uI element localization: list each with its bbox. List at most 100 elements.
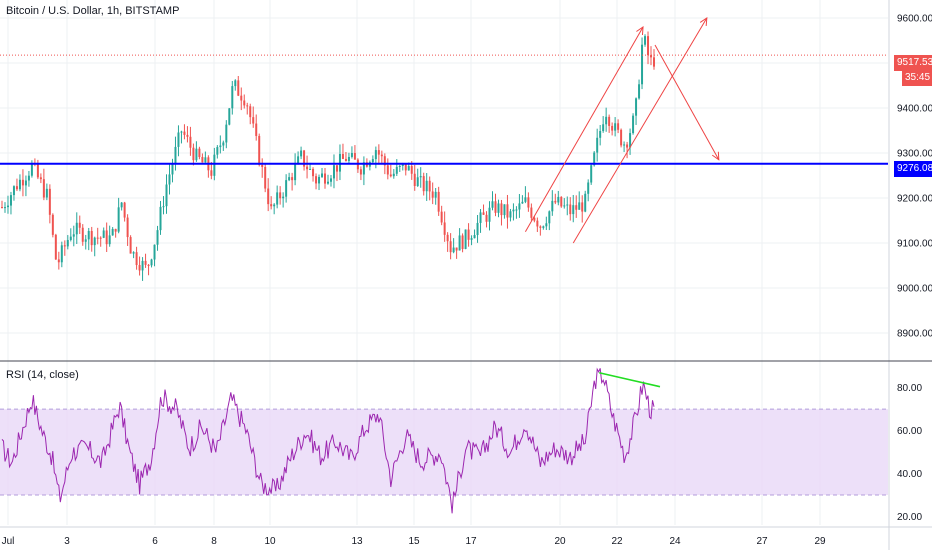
- candle-body: [473, 235, 476, 239]
- candle-body: [249, 106, 252, 118]
- candle-body: [518, 203, 521, 210]
- candle-body: [578, 202, 581, 210]
- candle-body: [141, 260, 144, 271]
- candle-body: [240, 95, 243, 101]
- candle-body: [614, 123, 617, 131]
- x-tick-label: 24: [669, 536, 681, 547]
- candle-body: [6, 205, 9, 208]
- candle-body: [404, 163, 407, 171]
- candle-body: [509, 211, 512, 218]
- candle-body: [315, 176, 318, 184]
- candle-body: [536, 220, 539, 227]
- candle-body: [491, 201, 494, 208]
- candle-body: [437, 191, 440, 212]
- candle-body: [449, 241, 452, 253]
- candle-body: [650, 55, 653, 58]
- candle-body: [18, 179, 21, 190]
- candle-body: [617, 123, 620, 130]
- candle-body: [545, 223, 548, 227]
- candle-body: [213, 154, 216, 176]
- x-tick-label: 22: [611, 536, 623, 547]
- candle-body: [506, 204, 509, 218]
- candle-body: [54, 234, 57, 260]
- candle-body: [255, 123, 258, 136]
- candle-body: [413, 173, 416, 186]
- x-tick-label: 13: [351, 536, 363, 547]
- candle-body: [377, 150, 380, 155]
- candle-body: [539, 226, 542, 228]
- candle-body: [1, 207, 3, 208]
- candle-body: [386, 165, 389, 175]
- candle-body: [63, 245, 66, 247]
- candle-body: [605, 116, 608, 125]
- candle-body: [285, 180, 288, 197]
- x-tick-label: 17: [465, 536, 477, 547]
- candle-body: [225, 124, 228, 143]
- current-price-tag: 9517.53: [894, 55, 932, 71]
- candles: [1, 31, 656, 281]
- x-tick-label: 15: [408, 536, 420, 547]
- candle-body: [341, 153, 344, 159]
- candle-body: [273, 204, 276, 207]
- candle-body: [350, 153, 353, 157]
- candle-body: [623, 144, 626, 146]
- candle-body: [416, 177, 419, 186]
- candle-body: [398, 165, 401, 167]
- candle-body: [431, 191, 434, 198]
- rsi-tick-label: 40.00: [897, 469, 922, 480]
- candle-body: [455, 247, 458, 251]
- candle-body: [12, 186, 15, 196]
- candle-body: [515, 209, 518, 211]
- candle-body: [374, 150, 377, 160]
- candle-body: [434, 191, 437, 198]
- candle-body: [353, 153, 356, 160]
- candle-body: [165, 184, 168, 207]
- candle-body: [117, 207, 120, 232]
- candle-body: [195, 148, 198, 161]
- candle-body: [419, 176, 422, 178]
- candle-body: [557, 196, 560, 203]
- candle-body: [219, 145, 222, 148]
- candle-body: [102, 230, 105, 238]
- candle-body: [81, 227, 84, 242]
- candle-body: [401, 163, 404, 166]
- candle-body: [371, 159, 374, 163]
- candle-body: [9, 195, 12, 206]
- candle-body: [27, 175, 30, 181]
- price-tick-label: 9300.00: [897, 149, 932, 160]
- candle-body: [183, 131, 186, 135]
- candle-body: [644, 36, 647, 45]
- candle-body: [410, 166, 413, 174]
- candle-body: [620, 129, 623, 146]
- candle-body: [267, 188, 270, 205]
- candle-body: [635, 98, 638, 116]
- candle-body: [458, 235, 461, 251]
- candle-body: [75, 222, 78, 235]
- candle-body: [467, 229, 470, 240]
- candle-body: [159, 206, 162, 231]
- candle-body: [443, 222, 446, 235]
- candle-body: [21, 179, 24, 186]
- candle-body: [392, 173, 395, 177]
- candle-body: [407, 166, 410, 171]
- candle-body: [329, 178, 332, 182]
- candle-body: [560, 196, 563, 207]
- candle-body: [428, 180, 431, 192]
- support-level-tag: 9276.08: [894, 161, 932, 177]
- candle-body: [51, 214, 54, 235]
- candle-body: [488, 207, 491, 222]
- candle-body: [264, 166, 267, 189]
- candle-body: [530, 207, 533, 218]
- candle-body: [638, 84, 641, 99]
- candle-body: [42, 179, 45, 198]
- candle-body: [189, 136, 192, 148]
- candle-body: [297, 156, 300, 164]
- candle-body: [629, 133, 632, 148]
- candle-body: [93, 237, 96, 246]
- rsi-divergence-line: [598, 371, 661, 388]
- candle-body: [279, 192, 282, 199]
- candle-body: [503, 204, 506, 216]
- candle-body: [114, 228, 117, 232]
- candle-body: [359, 169, 362, 175]
